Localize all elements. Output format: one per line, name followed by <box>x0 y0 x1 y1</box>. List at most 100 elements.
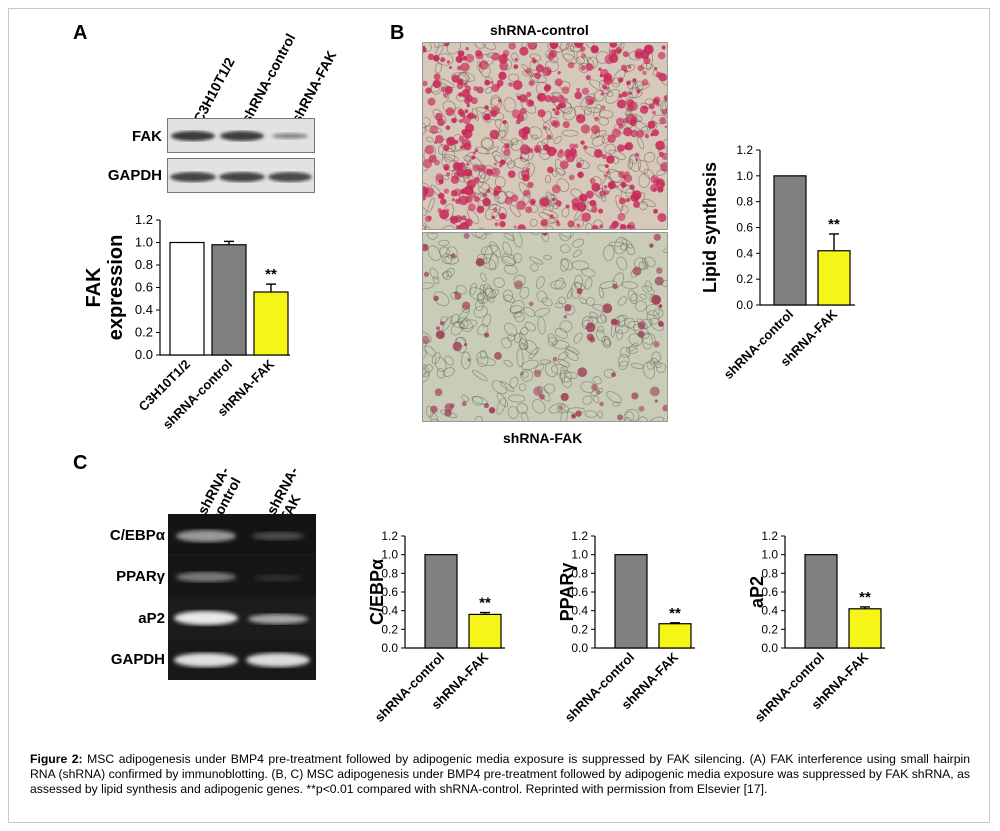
lipid-droplet <box>427 97 436 106</box>
figure-caption: Figure 2: MSC adipogenesis under BMP4 pr… <box>30 752 970 797</box>
y-axis-label: FAK <box>85 267 105 308</box>
y-tick-label: 1.2 <box>381 529 398 543</box>
cell-outline <box>560 409 569 424</box>
lipid-droplet <box>634 48 644 58</box>
cell-outline <box>424 364 433 373</box>
lipid-droplet <box>593 149 603 158</box>
lipid-droplet <box>569 143 575 149</box>
y-tick-label: 0.0 <box>736 298 753 312</box>
cell-outline <box>516 402 529 414</box>
cell-outline <box>562 107 577 121</box>
y-axis-label: expression <box>105 235 127 341</box>
cell-outline <box>605 89 621 104</box>
cell-outline <box>535 276 545 289</box>
cell-outline <box>509 376 519 389</box>
cell-outline <box>591 135 605 147</box>
lipid-droplet <box>654 276 664 286</box>
lipid-droplet <box>521 133 528 141</box>
lipid-droplet <box>658 304 663 308</box>
cell-outline <box>564 349 579 361</box>
lipid-droplet <box>482 197 491 207</box>
lipid-droplet <box>460 145 464 150</box>
lipid-droplet <box>614 185 618 189</box>
cell-outline <box>528 256 544 265</box>
lipid-droplet <box>629 184 635 190</box>
cell-outline <box>528 224 542 235</box>
cell-outline <box>616 329 624 341</box>
y-axis-label: C/EBPα <box>367 559 387 625</box>
lipid-droplet <box>661 108 668 115</box>
lipid-droplet <box>421 335 430 345</box>
micrograph-shrna-fak <box>181 6 884 681</box>
y-tick-label: 0.8 <box>381 566 398 580</box>
cell-outline <box>478 187 488 196</box>
cell-outline <box>598 109 614 119</box>
bar <box>848 608 882 649</box>
lipid-droplet <box>585 96 595 106</box>
lipid-droplet <box>512 80 523 90</box>
cell-outline <box>484 204 501 220</box>
lipid-droplet <box>437 208 443 213</box>
cell-outline <box>494 176 506 188</box>
lipid-droplet <box>435 330 445 340</box>
y-tick-label: 0.8 <box>761 566 778 580</box>
cell-outline <box>439 78 455 89</box>
lipid-droplet <box>448 65 453 70</box>
lipid-droplet <box>565 204 570 209</box>
cell-outline <box>477 291 489 304</box>
lipid-droplet <box>576 87 581 92</box>
y-tick-label: 0.6 <box>736 221 753 235</box>
lipid-droplet <box>650 132 654 137</box>
cell-outline <box>634 83 651 92</box>
lipid-droplet <box>503 143 510 150</box>
cell-outline <box>655 362 667 373</box>
y-tick-label: 0.2 <box>135 325 153 340</box>
chart-fak-expression: 0.00.20.40.60.81.01.2C3H10T1/2shRNA-cont… <box>85 212 290 432</box>
lipid-droplet <box>446 136 456 146</box>
cell-outline <box>537 316 546 335</box>
lipid-droplet <box>567 61 575 69</box>
cell-outline <box>427 197 435 213</box>
lipid-droplet <box>483 402 490 409</box>
cell-outline <box>653 360 662 369</box>
bar <box>424 554 458 649</box>
cell-outline <box>476 106 493 115</box>
cell-outline <box>557 351 569 361</box>
y-tick-label: 1.0 <box>381 548 398 562</box>
lipid-droplet <box>631 392 639 400</box>
lipid-droplet <box>435 134 444 144</box>
bar <box>804 554 838 649</box>
cell-outline <box>582 395 593 405</box>
lipid-droplet <box>425 87 432 94</box>
cell-outline <box>556 404 570 414</box>
lipid-droplet <box>519 46 529 56</box>
y-tick-label: 0.2 <box>381 622 398 636</box>
lipid-droplet <box>583 145 588 150</box>
lipid-droplet <box>432 54 440 62</box>
significance-label: ** <box>265 266 277 283</box>
cell-outline <box>443 154 459 162</box>
significance-label: ** <box>859 589 871 606</box>
cell-outline <box>545 174 552 184</box>
chart-lipid-synthesis: 0.00.20.40.60.81.01.2shRNA-control**shRN… <box>700 143 855 380</box>
lipid-droplet <box>600 105 606 110</box>
lipid-droplet <box>493 207 498 213</box>
cell-outline <box>642 285 655 295</box>
cell-outline <box>508 73 520 82</box>
y-tick-label: 0.6 <box>381 585 398 599</box>
lipid-droplet <box>615 46 623 54</box>
lipid-droplet <box>463 232 470 239</box>
panel-letter-c: C <box>73 452 88 474</box>
lipid-droplet <box>547 166 554 174</box>
cell-outline <box>636 136 645 150</box>
caption-text: MSC adipogenesis under BMP4 pre-treatmen… <box>30 752 970 796</box>
lipid-droplet <box>558 405 563 410</box>
lipid-droplet <box>479 60 489 70</box>
lipid-droplet <box>627 65 632 69</box>
lipid-droplet <box>433 295 439 302</box>
cell-outline <box>502 241 513 257</box>
lipid-droplet <box>637 330 645 338</box>
cell-outline <box>496 397 506 415</box>
lipid-droplet <box>610 318 618 326</box>
lipid-droplet <box>422 80 428 87</box>
